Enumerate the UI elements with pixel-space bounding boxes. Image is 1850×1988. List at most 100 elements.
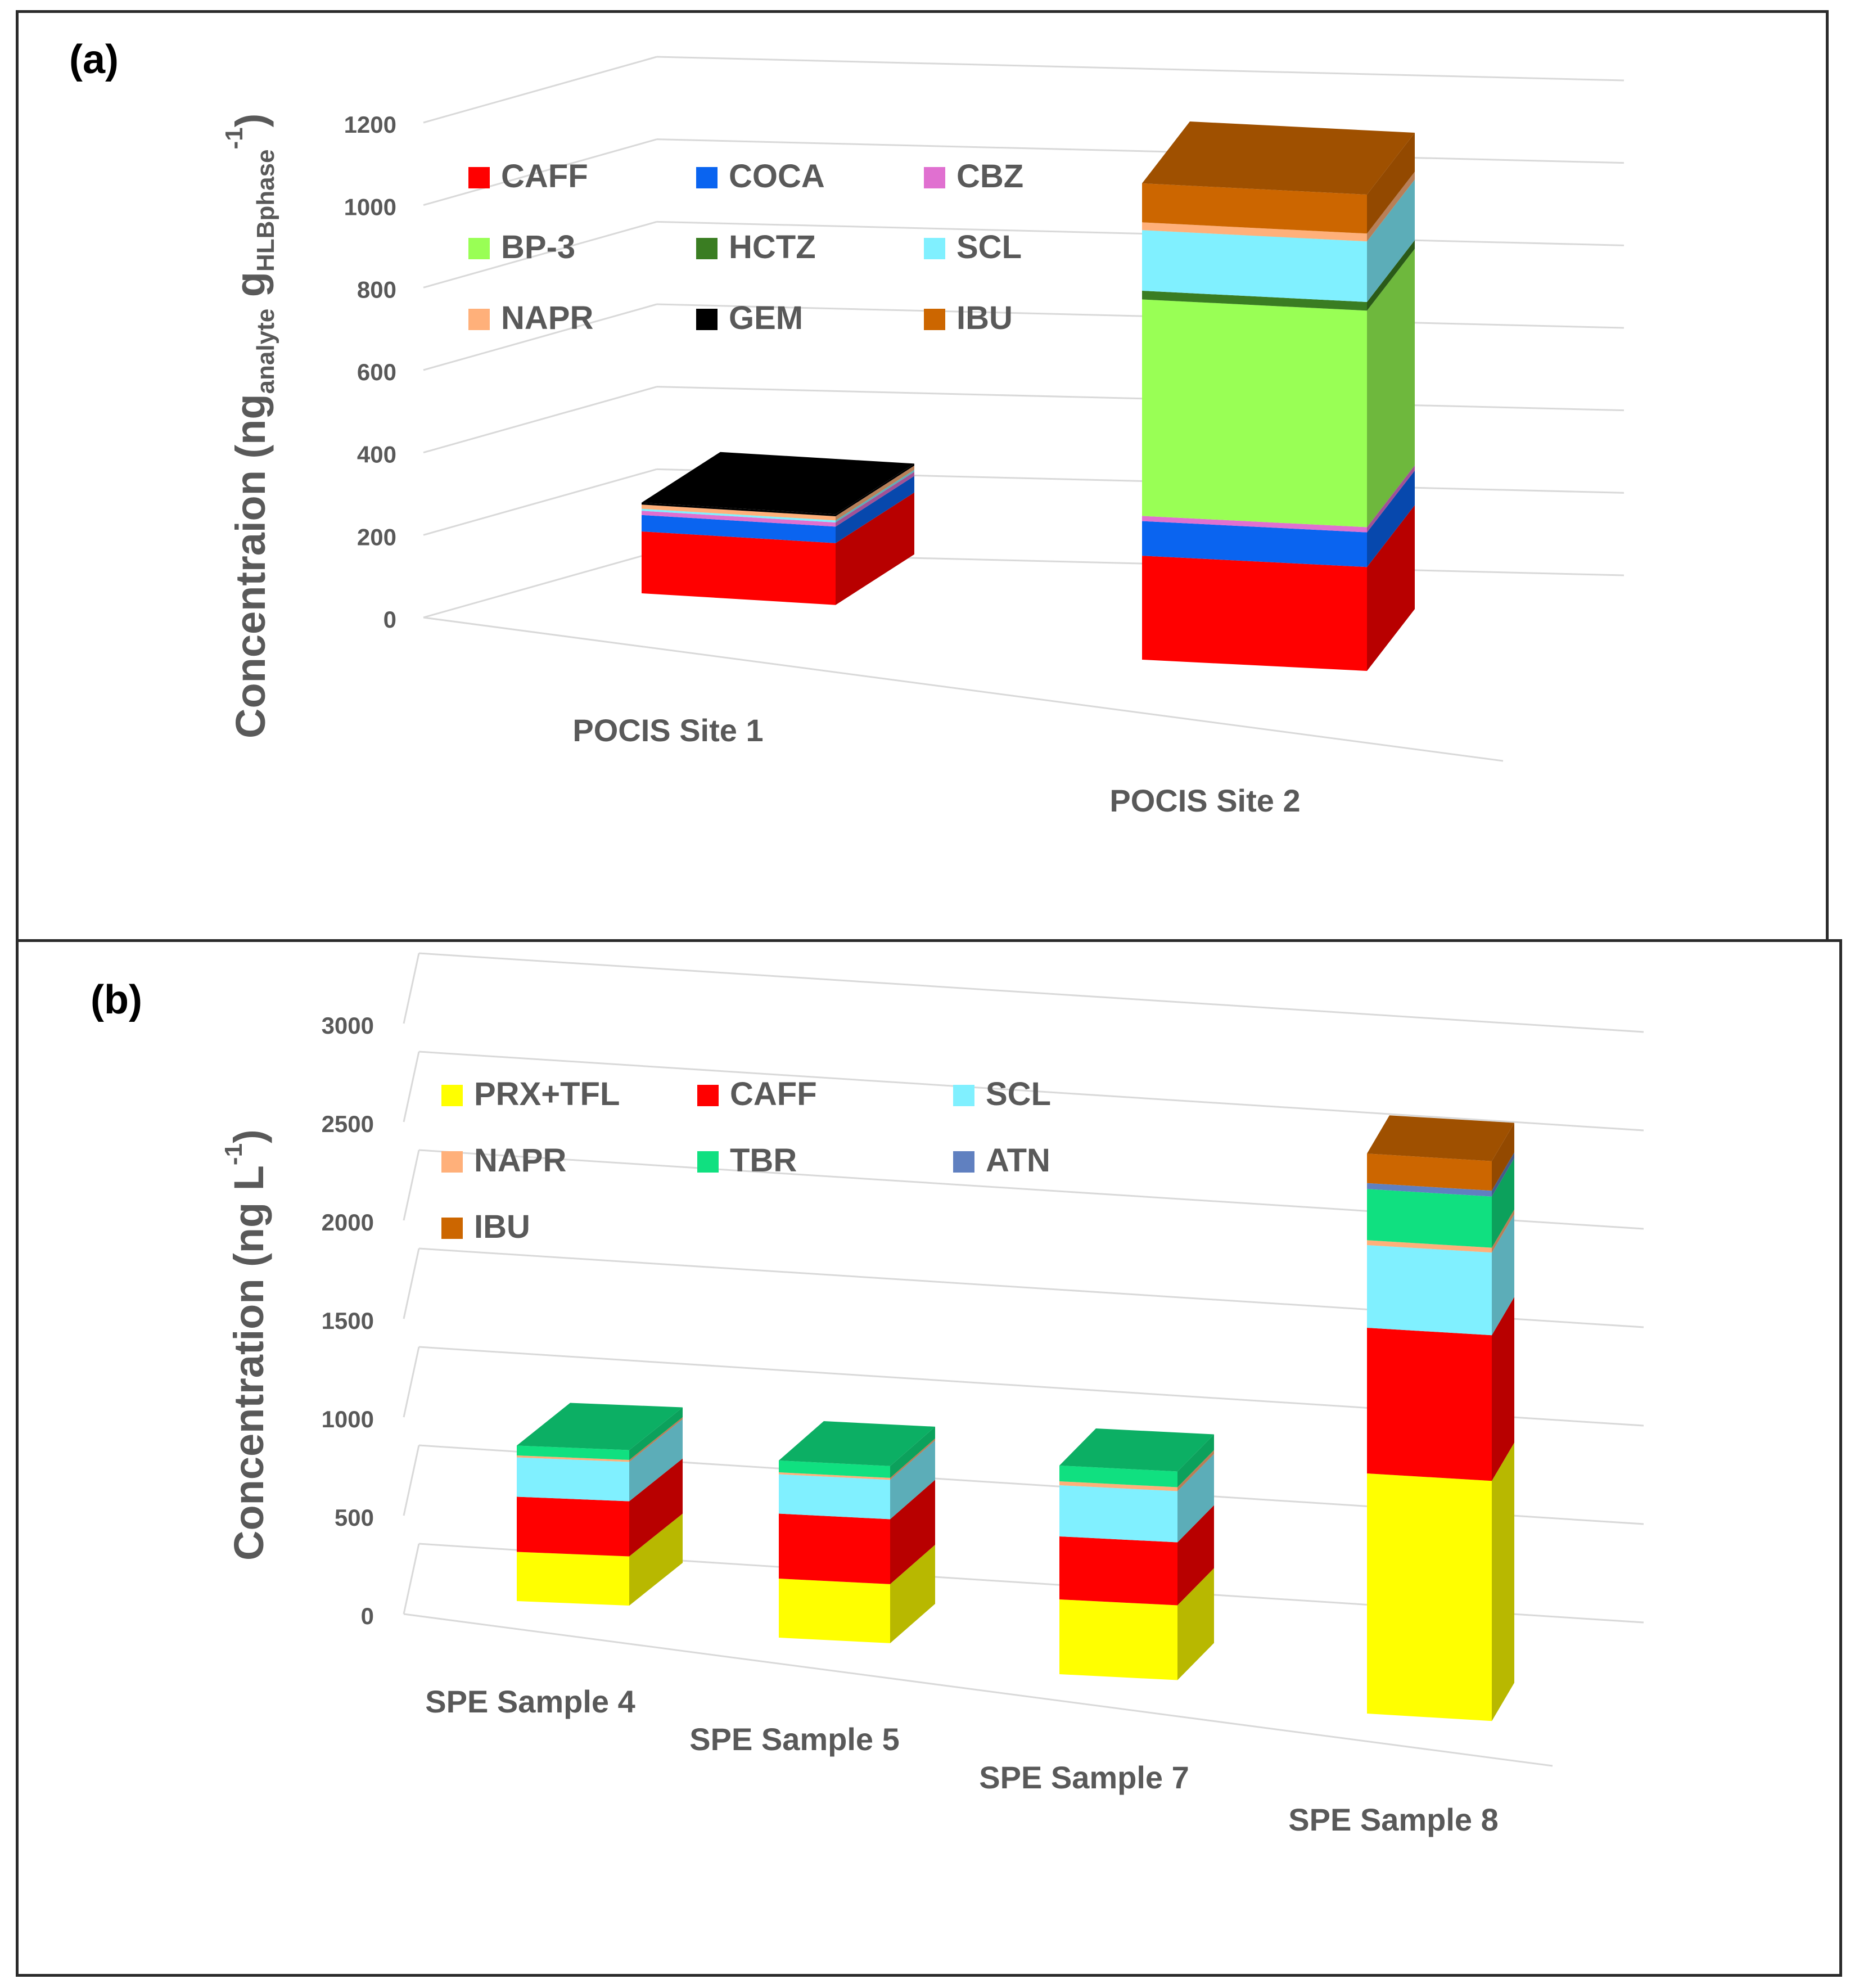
- panel-a-label: (a): [69, 37, 119, 82]
- bar-segment-coca: [1142, 521, 1367, 567]
- legend-swatch: [441, 1218, 463, 1239]
- gridline: [418, 1051, 1644, 1132]
- floor-line: [403, 1613, 1553, 1767]
- y-tick-label: 600: [357, 359, 396, 385]
- bar-segment-caff: [517, 1496, 629, 1557]
- x-category-label: POCIS Site 2: [1109, 783, 1300, 818]
- bar-segment-ibu: [1142, 183, 1367, 234]
- bar-top: [1059, 1428, 1214, 1472]
- legend-label: CAFF: [501, 158, 588, 195]
- bar-segment-scl: [1367, 1245, 1492, 1336]
- bar-side-tbr: [1492, 1158, 1514, 1248]
- bar-segment-prx-tfl: [1367, 1473, 1492, 1721]
- legend-label: HCTZ: [729, 229, 816, 265]
- legend-label: GEM: [729, 300, 803, 336]
- legend-swatch: [468, 309, 490, 330]
- chart-b: 0 500 1000 1500 2000 2500 3000 SPE Sample 4 SPE …: [220, 952, 1644, 1837]
- bar-side-caff: [1367, 505, 1415, 671]
- y-axis-title: Concentration (ng L-1): [220, 1129, 272, 1561]
- gridline-side: [403, 953, 420, 1024]
- legend-swatch: [953, 1085, 974, 1106]
- bar-segment-tbr: [1059, 1466, 1177, 1487]
- y-tick-label: 0: [361, 1603, 374, 1629]
- bar-side-napr: [1367, 172, 1415, 242]
- legend-swatch: [924, 167, 945, 188]
- bar-top: [779, 1421, 935, 1466]
- bar-side-scl: [1367, 179, 1415, 302]
- legend-swatch: [953, 1151, 974, 1173]
- bar-side-napr: [890, 1438, 935, 1480]
- legend-label: NAPR: [501, 300, 593, 336]
- gridline-side: [423, 138, 657, 206]
- legend-label: TBR: [730, 1142, 797, 1179]
- bar-side-napr: [1492, 1209, 1514, 1253]
- legend-swatch: [696, 167, 718, 188]
- bar-segment-scl: [1142, 230, 1367, 302]
- bar-segment-hctz: [1142, 291, 1367, 311]
- y-tick-label: 1000: [322, 1406, 374, 1432]
- chart-a: 0 200 400 600 800 1000 1200 POCIS Site 1 POCIS S…: [220, 56, 1625, 818]
- bar-segment-caff: [642, 531, 836, 605]
- bar-side-ibu: [1492, 1123, 1514, 1191]
- panel-b-label: (b): [91, 977, 142, 1022]
- legend-label: CBZ: [956, 158, 1023, 195]
- gridline-side: [403, 1149, 420, 1221]
- gridline: [656, 386, 1625, 412]
- x-category-label: SPE Sample 4: [425, 1684, 635, 1719]
- bar-side-caff: [629, 1458, 683, 1557]
- bar-segment-napr: [1367, 1240, 1492, 1253]
- bar-side-cbz: [1367, 465, 1415, 533]
- legend-swatch: [696, 309, 718, 330]
- bar-side-caff: [836, 492, 914, 605]
- x-category-label: SPE Sample 7: [979, 1760, 1189, 1795]
- bar-top: [1367, 1115, 1514, 1161]
- bar-segment-scl: [517, 1457, 629, 1502]
- bar-side-caff: [1177, 1505, 1214, 1606]
- bar-side-coca: [1367, 470, 1415, 567]
- legend-label: BP-3: [501, 229, 575, 265]
- y-tick-label: 800: [357, 276, 396, 303]
- gridline-side: [423, 220, 657, 288]
- gridline-side: [403, 1248, 420, 1319]
- y-tick-label: 200: [357, 524, 396, 550]
- bar-side-caff: [890, 1480, 935, 1584]
- bar-segment-gem: [642, 502, 836, 516]
- bar-segment-napr: [642, 504, 836, 521]
- legend-swatch: [441, 1085, 463, 1106]
- bar-top: [642, 452, 914, 515]
- y-tick-label: 1500: [322, 1308, 374, 1334]
- y-tick-label: 1000: [344, 194, 396, 220]
- gridline-side: [423, 386, 657, 454]
- legend-label: SCL: [986, 1076, 1051, 1112]
- legend-label: ATN: [986, 1142, 1050, 1179]
- y-tick-label: 1200: [344, 111, 396, 138]
- bar-segment-caff: [1367, 1328, 1492, 1481]
- x-category-label: POCIS Site 1: [572, 713, 763, 748]
- panel-a: (a) 0 200 400 600 800 1000 1200 POCIS Site 1 POC…: [16, 10, 1829, 944]
- bar-segment-napr: [779, 1472, 890, 1480]
- bar-side-caff: [1492, 1297, 1514, 1481]
- bar-side-napr: [836, 466, 914, 521]
- gridline-side: [403, 1346, 420, 1418]
- bar-segment-scl: [779, 1474, 890, 1520]
- bar-side-napr: [1177, 1450, 1214, 1491]
- bar-segment-scl: [642, 508, 836, 522]
- panel-b: (b) 0 500 1000 1500 2000 2500 3000 SPE Sample 4…: [16, 939, 1842, 1977]
- bar-side-tbr: [1177, 1434, 1214, 1487]
- legend-swatch: [468, 238, 490, 259]
- bar-side-cbz: [836, 472, 914, 527]
- y-tick-label: 400: [357, 441, 396, 468]
- x-category-label: SPE Sample 8: [1288, 1802, 1499, 1837]
- bar-top: [1142, 121, 1415, 195]
- bar-side-scl: [836, 470, 914, 522]
- legend-swatch: [924, 238, 945, 259]
- bar-segment-cbz: [642, 511, 836, 527]
- bar-side-scl: [1177, 1454, 1214, 1543]
- legend-swatch: [468, 167, 490, 188]
- bar-segment-caff: [1142, 556, 1367, 671]
- legend-swatch: [697, 1085, 719, 1106]
- bar-segment-prx-tfl: [779, 1579, 890, 1643]
- gridline-side: [423, 551, 657, 619]
- bar-segment-ibu: [1367, 1153, 1492, 1191]
- bar-side-coca: [836, 476, 914, 543]
